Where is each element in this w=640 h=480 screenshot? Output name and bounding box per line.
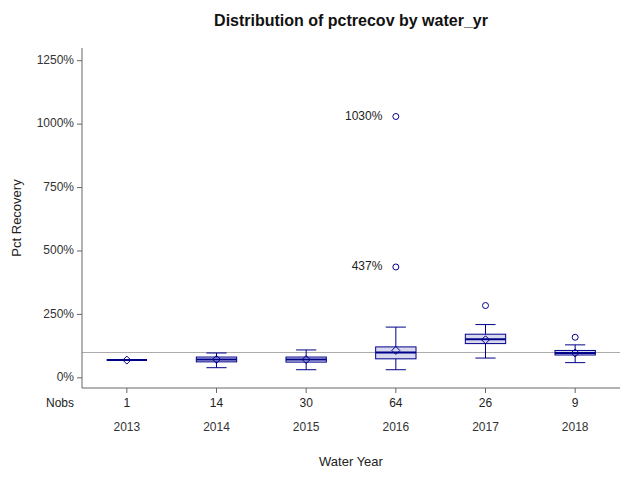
box (286, 357, 326, 362)
nobs-value: 9 (572, 396, 579, 410)
nobs-value: 30 (299, 396, 313, 410)
y-tick (77, 250, 82, 251)
x-tick (485, 388, 486, 393)
cap-low (386, 369, 406, 370)
y-tick-label: 1000% (37, 116, 75, 130)
title: Distribution of pctrecov by water_yr (214, 12, 488, 29)
median (107, 359, 147, 361)
nobs-value: 14 (210, 396, 224, 410)
y-tick (77, 124, 82, 125)
box (107, 360, 147, 361)
x-tick-label: 2017 (472, 420, 499, 434)
x-tick-label: 2018 (562, 420, 589, 434)
x-axis-label: Water Year (319, 454, 384, 469)
x-axis (82, 388, 620, 389)
nobs-value: 64 (389, 396, 403, 410)
box-group (376, 114, 416, 370)
x-tick (126, 388, 127, 393)
whisker-high (395, 327, 396, 347)
y-tick (77, 377, 82, 378)
box (465, 334, 505, 343)
box-group (555, 334, 595, 362)
mean-marker (213, 355, 221, 363)
nobs-label: Nobs (46, 396, 74, 410)
cap-high (206, 352, 226, 353)
cap-high (565, 344, 585, 345)
median (196, 359, 236, 361)
mean-marker (392, 346, 400, 354)
flier (572, 334, 578, 340)
x-tick (306, 388, 307, 393)
cap-low (475, 358, 495, 359)
y-axis (82, 48, 83, 388)
whisker-low (395, 359, 396, 370)
flier-label: 437% (352, 259, 383, 273)
median (376, 351, 416, 353)
median (465, 338, 505, 340)
median (555, 352, 595, 354)
nobs-value: 1 (123, 396, 130, 410)
x-tick (395, 388, 396, 393)
cap-high (386, 327, 406, 328)
x-tick-label: 2015 (293, 420, 320, 434)
box (376, 347, 416, 359)
box-group (107, 356, 147, 364)
y-tick-label: 750% (43, 180, 74, 194)
cap-low (296, 369, 316, 370)
y-tick (77, 187, 82, 188)
box-group (196, 353, 236, 368)
y-tick (77, 60, 82, 61)
chart: 0% 250% 500% 750% 1000% 1250% 437% 1030% Nobs 1 14… (0, 0, 640, 480)
x-tick-label: 2014 (203, 420, 230, 434)
y-tick-label: 1250% (37, 53, 75, 67)
mean-marker (482, 336, 490, 344)
cap-high (475, 324, 495, 325)
flier-label: 1030% (345, 109, 383, 123)
box (555, 350, 595, 355)
y-tick (77, 314, 82, 315)
y-tick-label: 0% (57, 370, 75, 384)
y-axis-label: Pct Recovery (9, 179, 24, 257)
cap-high (296, 349, 316, 350)
mean-marker (302, 356, 310, 364)
box-group (286, 350, 326, 370)
whisker-low (485, 344, 486, 358)
median (286, 359, 326, 361)
cap-low (565, 362, 585, 363)
mean-marker (571, 349, 579, 357)
mean-marker (123, 356, 131, 364)
plot-area (82, 114, 620, 370)
cap-low (206, 367, 226, 368)
box (196, 357, 236, 362)
x-tick (216, 388, 217, 393)
x-tick-label: 2016 (382, 420, 409, 434)
y-tick-label: 500% (43, 243, 74, 257)
flier (483, 303, 489, 309)
flier (393, 264, 399, 270)
x-tick (575, 388, 576, 393)
whisker-high (485, 325, 486, 335)
reference-line (82, 352, 620, 353)
y-tick-label: 250% (43, 307, 74, 321)
box-group (465, 303, 505, 359)
nobs-value: 26 (479, 396, 493, 410)
flier (393, 114, 399, 120)
x-tick-label: 2013 (113, 420, 140, 434)
